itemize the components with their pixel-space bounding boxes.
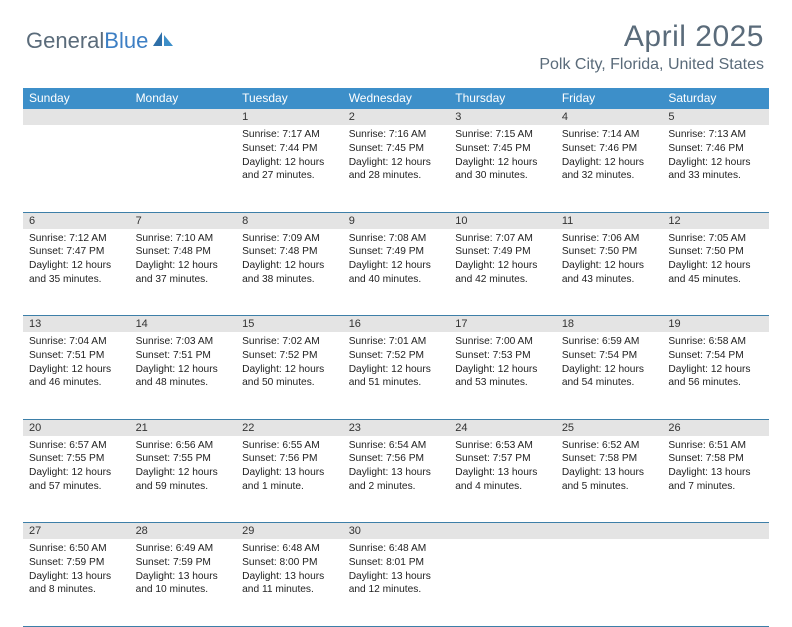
day-content-cell: Sunrise: 7:17 AMSunset: 7:44 PMDaylight:… <box>236 125 343 212</box>
day-number-row: 12345 <box>23 109 769 125</box>
day-content-cell: Sunrise: 6:58 AMSunset: 7:54 PMDaylight:… <box>662 332 769 419</box>
day-number-cell: 29 <box>236 523 343 540</box>
day-number-cell: 4 <box>556 109 663 125</box>
sail-icon <box>152 31 174 47</box>
day-content-cell: Sunrise: 7:01 AMSunset: 7:52 PMDaylight:… <box>343 332 450 419</box>
day-number-row: 27282930 <box>23 523 769 540</box>
day-content-cell: Sunrise: 6:48 AMSunset: 8:00 PMDaylight:… <box>236 539 343 626</box>
day-content-cell: Sunrise: 7:16 AMSunset: 7:45 PMDaylight:… <box>343 125 450 212</box>
day-number-cell: 9 <box>343 212 450 229</box>
day-number-cell: 6 <box>23 212 130 229</box>
day-number-cell: 27 <box>23 523 130 540</box>
day-number-cell: 23 <box>343 419 450 436</box>
day-number-cell <box>556 523 663 540</box>
day-number-cell: 30 <box>343 523 450 540</box>
day-number-cell: 14 <box>130 316 237 333</box>
day-content-cell: Sunrise: 7:08 AMSunset: 7:49 PMDaylight:… <box>343 229 450 316</box>
weekday-header: Wednesday <box>343 88 450 109</box>
weekday-header: Friday <box>556 88 663 109</box>
day-number-cell <box>449 523 556 540</box>
day-content-cell: Sunrise: 6:53 AMSunset: 7:57 PMDaylight:… <box>449 436 556 523</box>
day-content-cell: Sunrise: 6:55 AMSunset: 7:56 PMDaylight:… <box>236 436 343 523</box>
brand-logo: GeneralBlue <box>26 28 174 54</box>
day-content-row: Sunrise: 6:50 AMSunset: 7:59 PMDaylight:… <box>23 539 769 626</box>
day-content-row: Sunrise: 7:17 AMSunset: 7:44 PMDaylight:… <box>23 125 769 212</box>
day-number-row: 13141516171819 <box>23 316 769 333</box>
day-content-row: Sunrise: 6:57 AMSunset: 7:55 PMDaylight:… <box>23 436 769 523</box>
day-content-row: Sunrise: 7:04 AMSunset: 7:51 PMDaylight:… <box>23 332 769 419</box>
brand-part1: General <box>26 28 104 53</box>
day-content-cell: Sunrise: 7:09 AMSunset: 7:48 PMDaylight:… <box>236 229 343 316</box>
day-number-cell: 15 <box>236 316 343 333</box>
brand-name: GeneralBlue <box>26 28 148 54</box>
day-content-cell: Sunrise: 7:02 AMSunset: 7:52 PMDaylight:… <box>236 332 343 419</box>
weekday-header: Tuesday <box>236 88 343 109</box>
day-content-cell: Sunrise: 7:14 AMSunset: 7:46 PMDaylight:… <box>556 125 663 212</box>
day-content-cell: Sunrise: 7:10 AMSunset: 7:48 PMDaylight:… <box>130 229 237 316</box>
day-number-row: 20212223242526 <box>23 419 769 436</box>
day-content-cell <box>130 125 237 212</box>
day-content-cell <box>449 539 556 626</box>
day-content-cell: Sunrise: 7:13 AMSunset: 7:46 PMDaylight:… <box>662 125 769 212</box>
day-number-cell: 10 <box>449 212 556 229</box>
day-content-cell: Sunrise: 7:05 AMSunset: 7:50 PMDaylight:… <box>662 229 769 316</box>
day-number-cell: 8 <box>236 212 343 229</box>
day-content-cell: Sunrise: 6:52 AMSunset: 7:58 PMDaylight:… <box>556 436 663 523</box>
day-content-cell <box>662 539 769 626</box>
weekday-header-row: SundayMondayTuesdayWednesdayThursdayFrid… <box>23 88 769 109</box>
day-number-cell: 18 <box>556 316 663 333</box>
day-content-cell: Sunrise: 6:54 AMSunset: 7:56 PMDaylight:… <box>343 436 450 523</box>
day-number-cell: 3 <box>449 109 556 125</box>
day-content-cell: Sunrise: 6:56 AMSunset: 7:55 PMDaylight:… <box>130 436 237 523</box>
day-content-cell: Sunrise: 7:06 AMSunset: 7:50 PMDaylight:… <box>556 229 663 316</box>
day-content-cell: Sunrise: 7:03 AMSunset: 7:51 PMDaylight:… <box>130 332 237 419</box>
day-content-row: Sunrise: 7:12 AMSunset: 7:47 PMDaylight:… <box>23 229 769 316</box>
month-title: April 2025 <box>539 20 764 54</box>
day-number-cell <box>130 109 237 125</box>
day-number-cell: 13 <box>23 316 130 333</box>
day-content-cell: Sunrise: 6:49 AMSunset: 7:59 PMDaylight:… <box>130 539 237 626</box>
day-number-cell: 7 <box>130 212 237 229</box>
day-number-cell: 11 <box>556 212 663 229</box>
day-number-cell: 19 <box>662 316 769 333</box>
day-content-cell: Sunrise: 7:00 AMSunset: 7:53 PMDaylight:… <box>449 332 556 419</box>
location-text: Polk City, Florida, United States <box>539 56 764 74</box>
day-content-cell <box>23 125 130 212</box>
calendar-body: 12345Sunrise: 7:17 AMSunset: 7:44 PMDayl… <box>23 109 769 626</box>
day-number-cell: 17 <box>449 316 556 333</box>
day-number-cell: 24 <box>449 419 556 436</box>
day-number-cell: 5 <box>662 109 769 125</box>
brand-part2: Blue <box>104 28 148 53</box>
day-number-cell: 16 <box>343 316 450 333</box>
weekday-header: Saturday <box>662 88 769 109</box>
calendar-table: SundayMondayTuesdayWednesdayThursdayFrid… <box>23 88 769 627</box>
day-content-cell: Sunrise: 6:51 AMSunset: 7:58 PMDaylight:… <box>662 436 769 523</box>
day-content-cell: Sunrise: 6:57 AMSunset: 7:55 PMDaylight:… <box>23 436 130 523</box>
day-number-cell: 25 <box>556 419 663 436</box>
day-number-cell: 12 <box>662 212 769 229</box>
day-number-cell: 1 <box>236 109 343 125</box>
day-content-cell: Sunrise: 7:04 AMSunset: 7:51 PMDaylight:… <box>23 332 130 419</box>
day-content-cell: Sunrise: 6:48 AMSunset: 8:01 PMDaylight:… <box>343 539 450 626</box>
weekday-header: Thursday <box>449 88 556 109</box>
day-content-cell <box>556 539 663 626</box>
day-number-cell: 26 <box>662 419 769 436</box>
day-number-row: 6789101112 <box>23 212 769 229</box>
day-number-cell <box>662 523 769 540</box>
day-number-cell: 20 <box>23 419 130 436</box>
day-number-cell: 22 <box>236 419 343 436</box>
day-content-cell: Sunrise: 7:07 AMSunset: 7:49 PMDaylight:… <box>449 229 556 316</box>
title-block: April 2025 Polk City, Florida, United St… <box>539 20 764 74</box>
weekday-header: Sunday <box>23 88 130 109</box>
day-content-cell: Sunrise: 6:50 AMSunset: 7:59 PMDaylight:… <box>23 539 130 626</box>
day-number-cell: 2 <box>343 109 450 125</box>
day-content-cell: Sunrise: 7:12 AMSunset: 7:47 PMDaylight:… <box>23 229 130 316</box>
day-number-cell: 21 <box>130 419 237 436</box>
day-number-cell: 28 <box>130 523 237 540</box>
day-content-cell: Sunrise: 6:59 AMSunset: 7:54 PMDaylight:… <box>556 332 663 419</box>
weekday-header: Monday <box>130 88 237 109</box>
page-header: GeneralBlue April 2025 Polk City, Florid… <box>0 0 792 82</box>
day-content-cell: Sunrise: 7:15 AMSunset: 7:45 PMDaylight:… <box>449 125 556 212</box>
day-number-cell <box>23 109 130 125</box>
